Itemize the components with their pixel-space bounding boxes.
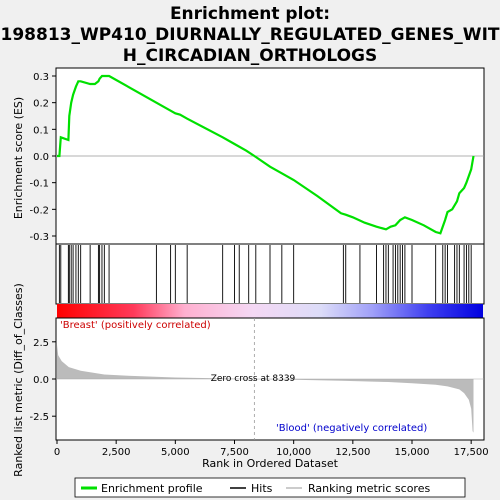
es-y-tick-label: -0.1 [29, 179, 49, 190]
x-tick-label: 12,500 [335, 447, 370, 458]
metric-y-axis-ticks: -2.5 0.0 2.5 [29, 338, 56, 423]
legend-hits-label: Hits [251, 482, 273, 495]
legend-box [74, 477, 466, 498]
negative-class-label: 'Blood' (negatively correlated) [276, 423, 427, 434]
positive-class-label: 'Breast' (positively correlated) [60, 320, 211, 331]
es-y-axis-ticks: -0.3 -0.2 -0.1 0.0 0.1 0.2 0.3 [29, 72, 56, 243]
metric-y-tick-label: 2.5 [33, 338, 49, 349]
hits-markers [58, 245, 472, 303]
es-y-tick-label: 0.0 [33, 152, 49, 163]
legend-enrichment-label: Enrichment profile [101, 482, 203, 495]
plot-title-line3: H_CIRCADIAN_ORTHOLOGS [123, 46, 378, 66]
metric-y-tick-label: 0.0 [33, 375, 49, 386]
x-tick-label: 17,500 [454, 447, 489, 458]
es-y-tick-label: -0.2 [29, 205, 49, 216]
x-tick-label: 7,500 [220, 447, 249, 458]
zero-cross-label: Zero cross at 8339 [211, 374, 296, 384]
metric-y-tick-label: -2.5 [29, 412, 49, 423]
x-tick-label: 0 [54, 447, 60, 458]
es-y-axis-label: Enrichment score (ES) [12, 97, 25, 219]
es-y-tick-label: 0.1 [33, 125, 49, 136]
x-tick-label: 5,000 [161, 447, 190, 458]
es-y-tick-label: -0.3 [29, 232, 49, 243]
plot-title-line1: Enrichment plot: [170, 4, 330, 24]
x-axis-label: Rank in Ordered Dataset [202, 457, 339, 470]
metric-y-axis-label: Ranked list metric (Diff_of_Classes) [12, 283, 25, 477]
enrichment-profile-line [57, 74, 475, 235]
x-tick-label: 10,000 [276, 447, 311, 458]
x-tick-label: 15,000 [395, 447, 430, 458]
es-y-tick-label: 0.3 [33, 72, 49, 83]
ranking-heat-bar [57, 304, 483, 318]
x-axis-ticks: 0 2,500 5,000 7,500 10,000 12,500 15,000 17,500 [54, 440, 489, 458]
legend-metric-label: Ranking metric scores [308, 482, 430, 495]
x-tick-label: 2,500 [102, 447, 131, 458]
es-y-tick-label: 0.2 [33, 99, 49, 110]
plot-title-line2: 198813_WP410_DIURNALLY_REGULATED_GENES_W… [1, 25, 500, 45]
